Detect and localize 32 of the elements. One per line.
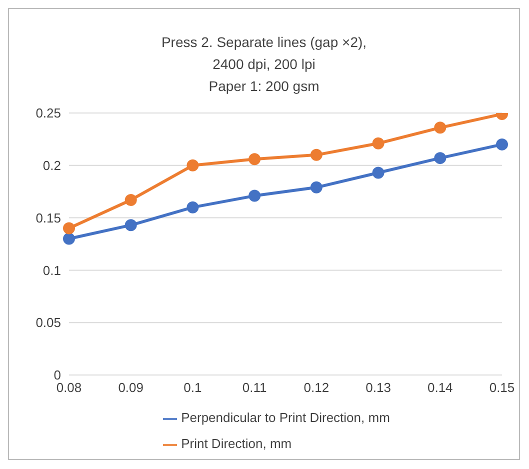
point	[248, 153, 261, 166]
point	[372, 166, 384, 179]
x-tick-label: 0.08	[56, 380, 82, 396]
point	[248, 190, 261, 202]
point	[63, 222, 75, 234]
y-tick-label: 0.25	[36, 106, 61, 121]
point	[124, 194, 137, 206]
y-tick-label: 0.05	[36, 315, 61, 330]
legend-label: Perpendicular to Print Direction, mm	[181, 410, 390, 425]
y-tick-label: 0.1	[42, 262, 61, 278]
x-tick-label: 0.09	[118, 380, 144, 396]
y-tick-label: 0.15	[36, 210, 61, 226]
x-tick-label: 0.1	[184, 380, 202, 396]
x-tick-label: 0.15	[489, 380, 515, 396]
chart-title: Press 2. Separate lines (gap ×2), 2400 dpi, 200 lpi Paper 1: 200 gsm	[160, 33, 368, 96]
point	[310, 148, 322, 161]
x-tick-label: 0.12	[304, 380, 330, 396]
point	[434, 152, 446, 164]
x-tick-label: 0.11	[242, 380, 267, 396]
legend-label: Print Direction, mm	[181, 436, 292, 451]
point	[186, 201, 199, 214]
point	[63, 232, 75, 245]
point	[434, 122, 446, 134]
point	[186, 159, 199, 172]
y-tick-label: 0	[54, 368, 61, 383]
point	[310, 181, 322, 194]
y-tick-label: 0.2	[42, 158, 61, 174]
point	[372, 137, 384, 150]
x-tick-label: 0.13	[366, 380, 391, 396]
point	[124, 219, 137, 232]
x-tick-label: 0.14	[427, 380, 453, 396]
point	[496, 138, 508, 150]
